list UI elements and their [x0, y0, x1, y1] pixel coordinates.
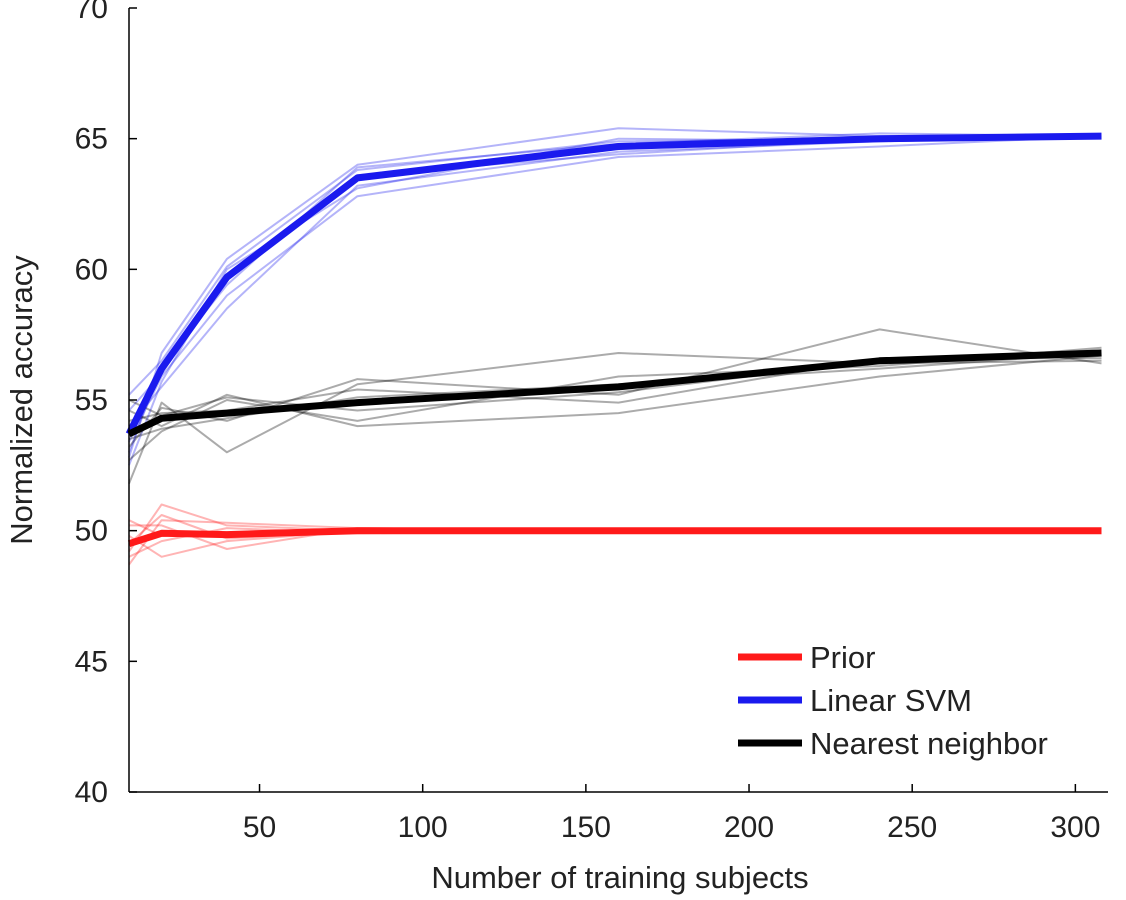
y-tick-label: 55: [75, 384, 108, 417]
nearest-neighbor-run-line-2: [128, 354, 1102, 428]
linear-svm-run-line-4: [128, 135, 1102, 427]
tick-labels: 40 45 50 55 60 65 70 50 100 150 200 250 300: [75, 0, 1101, 844]
linear-svm-run-line-6: [128, 135, 1102, 466]
x-tick-label: 250: [887, 811, 937, 844]
linear-svm-run-line-2: [128, 135, 1102, 443]
linear-svm-line: [125, 132, 1102, 436]
y-tick-label: 45: [75, 645, 108, 678]
nearest-neighbor-run-line-3: [128, 328, 1102, 448]
legend-label-prior: Prior: [810, 640, 875, 675]
y-tick-label: 70: [75, 0, 108, 25]
nearest-neighbor-run-line-6: [128, 352, 1102, 441]
axes: [128, 7, 1108, 793]
prior-line: [127, 527, 1102, 548]
legend-label-nearest-neighbor: Nearest neighbor: [810, 726, 1048, 761]
nearest-neighbor-line: [127, 349, 1102, 438]
legend: Prior Linear SVM Nearest neighbor: [738, 640, 1048, 761]
x-tick-label: 50: [243, 811, 276, 844]
y-tick-label: 40: [75, 776, 108, 809]
x-tick-label: 150: [561, 811, 611, 844]
y-axis-label: Normalized accuracy: [4, 255, 39, 545]
nearest-neighbor-run-line-1: [128, 352, 1102, 484]
linear-svm-run-line-5: [128, 132, 1102, 453]
nearest-neighbor-run-line-4: [128, 346, 1102, 461]
y-tick-label: 65: [75, 123, 108, 156]
series-lines: [125, 132, 1102, 548]
x-tick-label: 200: [724, 811, 774, 844]
y-tick-label: 50: [75, 515, 108, 548]
y-tick-label: 60: [75, 253, 108, 286]
legend-label-linear-svm: Linear SVM: [810, 683, 972, 718]
x-tick-label: 100: [398, 811, 448, 844]
x-axis-label: Number of training subjects: [431, 860, 808, 895]
run-lines: [128, 127, 1102, 566]
x-tick-label: 300: [1050, 811, 1100, 844]
